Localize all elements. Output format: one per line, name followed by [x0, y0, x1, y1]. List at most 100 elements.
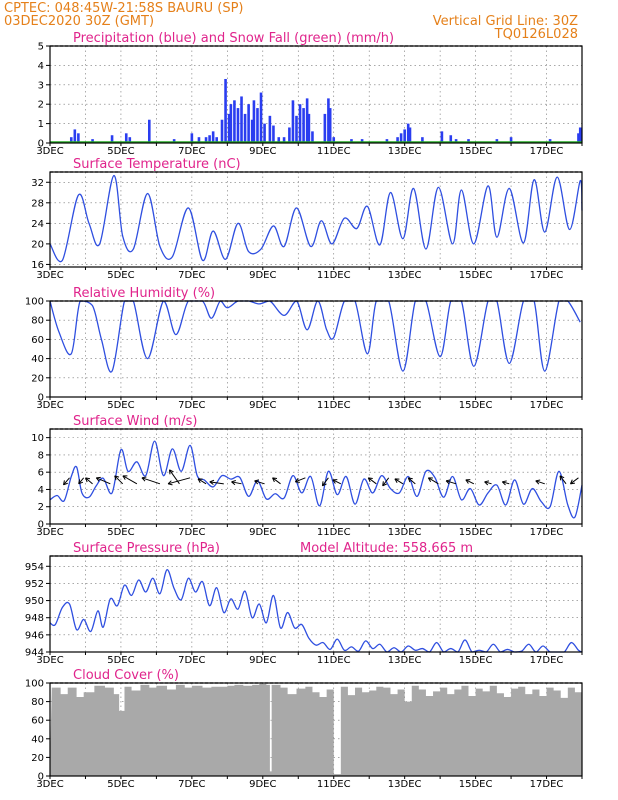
precip-ytick-label: 3	[38, 80, 44, 91]
cloud-ytick-label: 60	[31, 716, 44, 727]
precip-bar	[495, 139, 499, 143]
precip-bar	[124, 133, 128, 143]
precip-bar	[250, 119, 254, 143]
humidity-xtick-label: 9DEC	[249, 400, 276, 411]
wind-direction-arrow	[95, 476, 111, 485]
cloud-xtick-label: 7DEC	[178, 779, 205, 790]
humidity-ytick-label: 100	[25, 297, 44, 308]
wind-xtick-label: 9DEC	[249, 527, 276, 538]
precip-bar	[328, 108, 332, 143]
precip-bar	[302, 108, 305, 143]
precip-xtick-label: 7DEC	[178, 146, 205, 157]
wind-ytick-label: 6	[38, 468, 44, 479]
precip-bar	[295, 115, 298, 143]
precip-bar	[360, 139, 364, 143]
precip-bar	[268, 115, 272, 143]
precip-bar	[190, 133, 194, 143]
wind-ytick-label: 10	[31, 433, 44, 444]
pressure-ytick-label: 944	[25, 648, 44, 659]
wind-title: Surface Wind (m/s)	[73, 414, 197, 429]
cloud-ytick-label: 0	[38, 772, 44, 783]
precip-ytick-label: 2	[38, 100, 44, 111]
wind-direction-arrow	[559, 475, 567, 485]
precip-bar	[385, 139, 389, 143]
precip-bar	[403, 129, 406, 143]
humidity-xtick-label: 15DEC	[459, 400, 493, 411]
pressure-xtick-label: 3DEC	[36, 655, 63, 666]
precip-bar	[350, 139, 353, 143]
precip-bar	[421, 137, 424, 143]
pressure-xtick-label: 7DEC	[178, 655, 205, 666]
precip-bar	[128, 137, 132, 143]
precip-bar	[227, 113, 231, 143]
temperature-series-line	[49, 174, 583, 263]
precip-xtick-label: 5DEC	[107, 146, 134, 157]
precip-bar	[509, 137, 513, 143]
precip-xtick-label: 11DEC	[317, 146, 351, 157]
wind-xtick-label: 13DEC	[388, 527, 422, 538]
precip-bar	[272, 125, 275, 143]
precip-bar	[449, 135, 453, 143]
header-grid-info: Vertical Grid Line: 30Z	[433, 14, 578, 29]
wind-direction-arrow	[272, 477, 281, 485]
humidity-xtick-label: 11DEC	[317, 400, 351, 411]
temperature-xtick-label: 13DEC	[388, 270, 422, 281]
model-altitude-label: Model Altitude: 558.665 m	[300, 541, 473, 556]
precip-bar	[440, 131, 444, 143]
precip-bar	[91, 139, 94, 143]
cloud-xtick-label: 11DEC	[317, 779, 351, 790]
pressure-panel: 944 946 948 950 952 954 Surface Pressure (hPa)…	[25, 541, 583, 666]
precip-ytick-label: 5	[38, 42, 44, 53]
precip-bar	[252, 100, 256, 143]
cloud-xtick-label: 5DEC	[107, 779, 134, 790]
precip-bar	[277, 137, 281, 143]
precip-bar	[399, 133, 403, 143]
wind-direction-arrow	[78, 477, 85, 485]
temperature-ytick-label: 28	[31, 198, 44, 209]
precip-bar	[236, 108, 240, 143]
precip-bar	[110, 135, 114, 143]
precip-bar	[406, 123, 410, 143]
humidity-xtick-label: 13DEC	[388, 400, 422, 411]
wind-direction-arrow	[231, 479, 242, 486]
humidity-ytick-label: 0	[38, 393, 44, 404]
wind-direction-arrow	[85, 477, 93, 485]
precip-bar	[148, 119, 151, 143]
cloud-xtick-label: 13DEC	[388, 779, 422, 790]
precip-panel: 0 1 2 3 4 5 Precipitation (blue) and Snow Fall…	[36, 31, 583, 157]
precip-bar	[208, 135, 211, 143]
humidity-title: Relative Humidity (%)	[73, 286, 215, 301]
wind-direction-arrow	[445, 479, 457, 485]
wind-direction-arrow	[484, 480, 492, 486]
pressure-ytick-label: 948	[25, 613, 44, 624]
wind-direction-arrow	[197, 478, 207, 485]
precip-bar	[243, 113, 247, 143]
wind-xtick-label: 5DEC	[107, 527, 134, 538]
pressure-ytick-label: 954	[25, 562, 44, 573]
wind-xtick-label: 17DEC	[530, 527, 564, 538]
wind-direction-arrow	[394, 478, 404, 485]
cloud-title: Cloud Cover (%)	[73, 668, 179, 683]
header-location: CPTEC: 048:45W-21:58S BAURU (SP)	[4, 1, 244, 16]
temperature-ytick-label: 24	[31, 219, 44, 230]
wind-xtick-label: 15DEC	[459, 527, 493, 538]
precip-bar	[229, 104, 233, 143]
temperature-xtick-label: 3DEC	[36, 270, 63, 281]
temperature-xtick-label: 15DEC	[459, 270, 493, 281]
temperature-ytick-label: 16	[31, 260, 44, 271]
precip-bar	[259, 92, 263, 143]
precip-bar	[73, 129, 77, 143]
wind-direction-arrow	[501, 480, 510, 486]
cloud-ytick-label: 20	[31, 753, 44, 764]
wind-direction-arrow	[122, 475, 138, 485]
pressure-series-line	[49, 569, 583, 653]
precip-ytick-label: 0	[38, 139, 44, 150]
pressure-xtick-label: 5DEC	[107, 655, 134, 666]
precip-bar	[298, 104, 302, 143]
precip-bar	[77, 133, 80, 143]
humidity-ytick-label: 60	[31, 335, 44, 346]
pressure-xtick-label: 9DEC	[249, 655, 276, 666]
precip-title: Precipitation (blue) and Snow Fall (gree…	[73, 31, 394, 46]
pressure-frame	[49, 555, 583, 653]
